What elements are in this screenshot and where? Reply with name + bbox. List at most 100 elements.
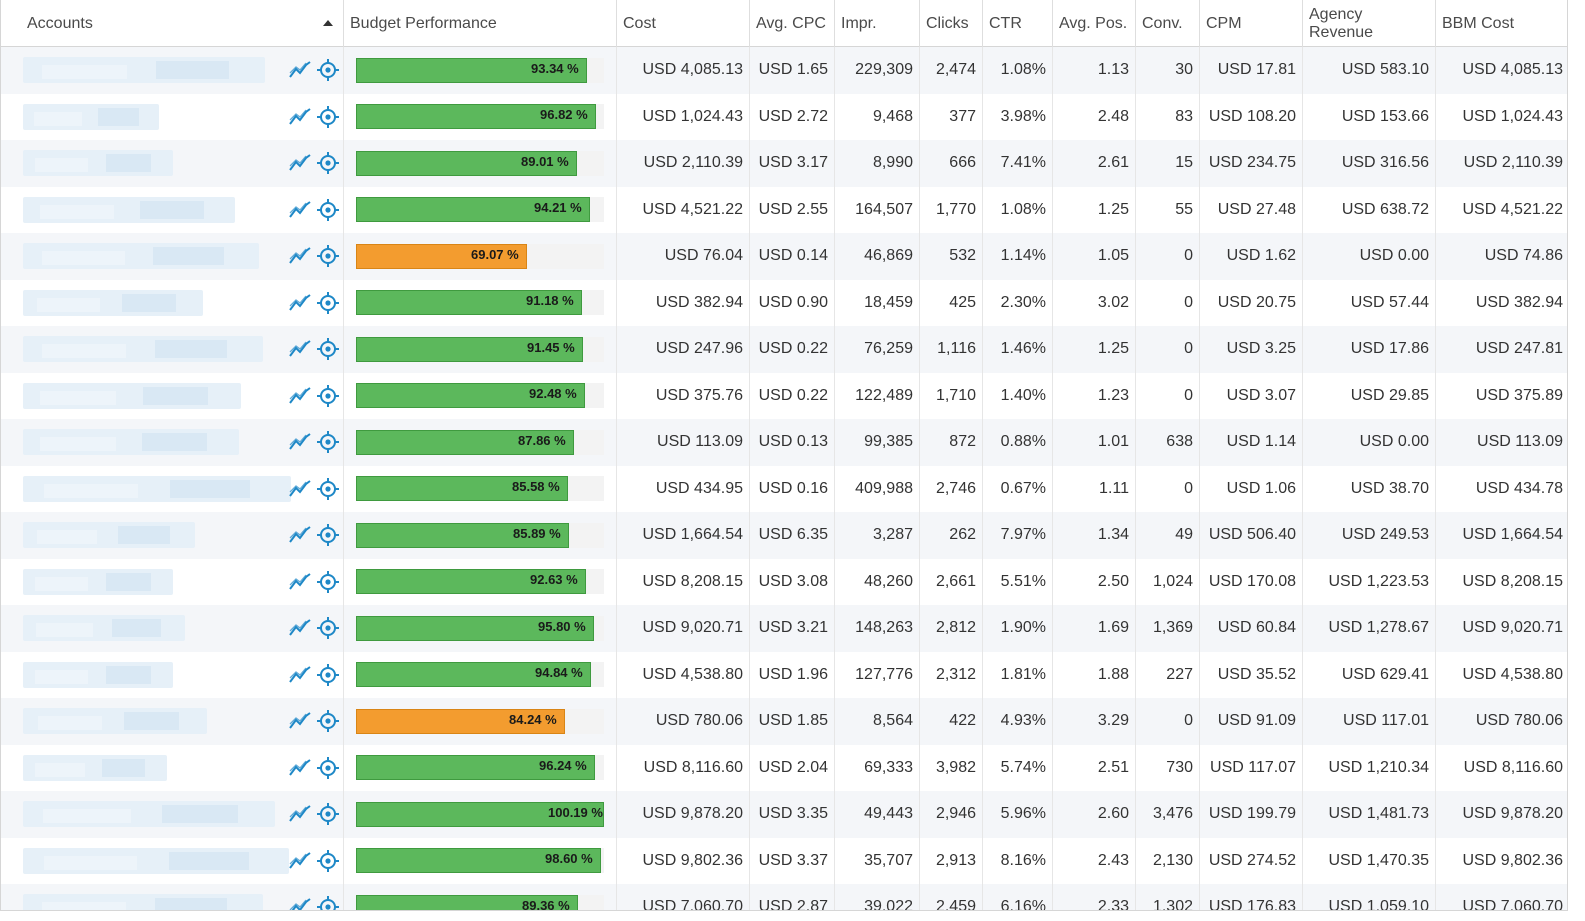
trend-chart-icon[interactable] (289, 803, 311, 825)
table-row[interactable]: 95.80 % USD 9,020.71 USD 3.21 148,263 2,812 1… (1, 605, 1567, 652)
trend-chart-icon[interactable] (289, 524, 311, 546)
column-header-conversions[interactable]: Conv. (1136, 0, 1200, 47)
account-cell[interactable] (1, 233, 344, 280)
target-icon[interactable] (317, 803, 339, 826)
target-icon[interactable] (317, 617, 339, 640)
column-header-cpm[interactable]: CPM (1200, 0, 1303, 47)
table-row[interactable]: 89.36 % USD 7,060.70 USD 2.87 39,022 2,459 6.… (1, 884, 1567, 910)
target-icon[interactable] (317, 384, 339, 407)
table-row[interactable]: 85.58 % USD 434.95 USD 0.16 409,988 2,746 0.6… (1, 465, 1567, 512)
account-name-redacted[interactable] (23, 57, 265, 84)
account-name-redacted[interactable] (23, 894, 263, 910)
target-icon[interactable] (317, 477, 339, 500)
trend-chart-icon[interactable] (289, 850, 311, 872)
trend-chart-icon[interactable] (289, 152, 311, 174)
column-header-cost[interactable]: Cost (617, 0, 750, 47)
account-cell[interactable] (1, 465, 344, 512)
trend-chart-icon[interactable] (289, 338, 311, 360)
account-name-redacted[interactable] (23, 429, 239, 456)
target-icon[interactable] (317, 756, 339, 779)
trend-chart-icon[interactable] (289, 896, 311, 910)
account-name-redacted[interactable] (23, 847, 289, 874)
column-header-avg-cpc[interactable]: Avg. CPC (750, 0, 835, 47)
target-icon[interactable] (317, 570, 339, 593)
account-name-redacted[interactable] (23, 243, 259, 270)
column-header-budget-performance[interactable]: Budget Performance (344, 0, 617, 47)
target-icon[interactable] (317, 198, 339, 221)
account-name-redacted[interactable] (23, 289, 203, 316)
table-row[interactable]: 94.21 % USD 4,521.22 USD 2.55 164,507 1,770 1… (1, 186, 1567, 233)
table-row[interactable]: 92.63 % USD 8,208.15 USD 3.08 48,260 2,661 5.… (1, 558, 1567, 605)
trend-chart-icon[interactable] (289, 478, 311, 500)
account-cell[interactable] (1, 140, 344, 187)
target-icon[interactable] (317, 849, 339, 872)
table-row[interactable]: 91.18 % USD 382.94 USD 0.90 18,459 425 2.30% 3… (1, 279, 1567, 326)
target-icon[interactable] (317, 59, 339, 82)
trend-chart-icon[interactable] (289, 431, 311, 453)
target-icon[interactable] (317, 524, 339, 547)
account-name-redacted[interactable] (23, 661, 173, 688)
target-icon[interactable] (317, 663, 339, 686)
table-row[interactable]: 96.82 % USD 1,024.43 USD 2.72 9,468 377 3.98%… (1, 93, 1567, 140)
account-name-redacted[interactable] (23, 754, 167, 781)
table-row[interactable]: 89.01 % USD 2,110.39 USD 3.17 8,990 666 7.41%… (1, 140, 1567, 187)
target-icon[interactable] (317, 896, 339, 910)
trend-chart-icon[interactable] (289, 664, 311, 686)
account-cell[interactable] (1, 419, 344, 466)
column-header-impressions[interactable]: Impr. (835, 0, 920, 47)
trend-chart-icon[interactable] (289, 59, 311, 81)
account-cell[interactable] (1, 512, 344, 559)
trend-chart-icon[interactable] (289, 571, 311, 593)
account-cell[interactable] (1, 605, 344, 652)
table-row[interactable]: 87.86 % USD 113.09 USD 0.13 99,385 872 0.88% 1… (1, 419, 1567, 466)
account-cell[interactable] (1, 47, 344, 94)
account-cell[interactable] (1, 698, 344, 745)
table-row[interactable]: 96.24 % USD 8,116.60 USD 2.04 69,333 3,982 5.… (1, 744, 1567, 791)
table-row[interactable]: 69.07 % USD 76.04 USD 0.14 46,869 532 1.14% 1.… (1, 233, 1567, 280)
account-cell[interactable] (1, 326, 344, 373)
table-row[interactable]: 93.34 % USD 4,085.13 USD 1.65 229,309 2,474 1… (1, 47, 1567, 94)
table-row[interactable]: 94.84 % USD 4,538.80 USD 1.96 127,776 2,312 1… (1, 651, 1567, 698)
account-name-redacted[interactable] (23, 615, 185, 642)
account-cell[interactable] (1, 651, 344, 698)
trend-chart-icon[interactable] (289, 292, 311, 314)
column-header-agency-revenue[interactable]: Agency Revenue (1303, 0, 1436, 47)
table-row[interactable]: 100.19 % USD 9,878.20 USD 3.35 49,443 2,946 5… (1, 791, 1567, 838)
target-icon[interactable] (317, 105, 339, 128)
table-row[interactable]: 98.60 % USD 9,802.36 USD 3.37 35,707 2,913 8.… (1, 837, 1567, 884)
column-header-bbm-cost[interactable]: BBM Cost (1436, 0, 1567, 47)
table-row[interactable]: 85.89 % USD 1,664.54 USD 6.35 3,287 262 7.97%… (1, 512, 1567, 559)
account-name-redacted[interactable] (23, 150, 173, 177)
table-row[interactable]: 84.24 % USD 780.06 USD 1.85 8,564 422 4.93% 3.… (1, 698, 1567, 745)
account-name-redacted[interactable] (23, 708, 207, 735)
account-name-redacted[interactable] (23, 336, 263, 363)
trend-chart-icon[interactable] (289, 245, 311, 267)
account-cell[interactable] (1, 837, 344, 884)
account-cell[interactable] (1, 279, 344, 326)
column-header-accounts[interactable]: Accounts (1, 0, 344, 47)
account-name-redacted[interactable] (23, 568, 173, 595)
account-cell[interactable] (1, 884, 344, 910)
table-row[interactable]: 91.45 % USD 247.96 USD 0.22 76,259 1,116 1.46… (1, 326, 1567, 373)
trend-chart-icon[interactable] (289, 710, 311, 732)
account-name-redacted[interactable] (23, 475, 291, 502)
target-icon[interactable] (317, 710, 339, 733)
account-cell[interactable] (1, 791, 344, 838)
trend-chart-icon[interactable] (289, 106, 311, 128)
trend-chart-icon[interactable] (289, 617, 311, 639)
sort-ascending-icon[interactable] (323, 20, 333, 26)
target-icon[interactable] (317, 291, 339, 314)
column-header-ctr[interactable]: CTR (983, 0, 1053, 47)
target-icon[interactable] (317, 152, 339, 175)
trend-chart-icon[interactable] (289, 199, 311, 221)
trend-chart-icon[interactable] (289, 757, 311, 779)
account-cell[interactable] (1, 558, 344, 605)
account-name-redacted[interactable] (23, 801, 275, 828)
account-name-redacted[interactable] (23, 522, 195, 549)
account-cell[interactable] (1, 186, 344, 233)
target-icon[interactable] (317, 431, 339, 454)
account-cell[interactable] (1, 372, 344, 419)
account-name-redacted[interactable] (23, 382, 241, 409)
account-name-redacted[interactable] (23, 103, 159, 130)
column-header-clicks[interactable]: Clicks (920, 0, 983, 47)
